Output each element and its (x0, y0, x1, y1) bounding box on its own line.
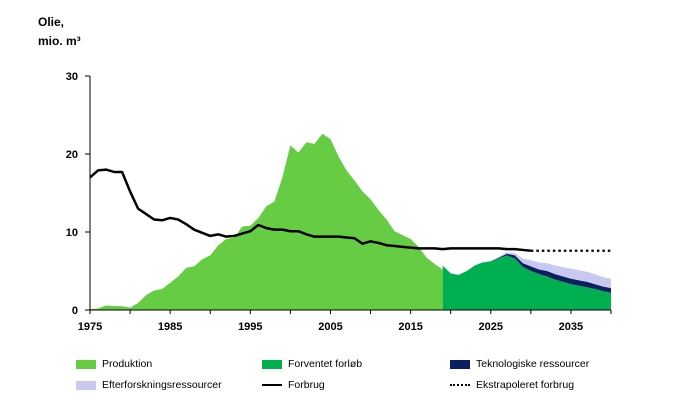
y-axis-title-line2: mio. m³ (38, 34, 81, 48)
y-tick-label: 30 (66, 71, 78, 83)
x-tick-label: 2015 (398, 321, 422, 333)
y-axis-title: Olie, mio. m³ (38, 13, 81, 51)
x-tick-label: 2005 (318, 321, 342, 333)
area-teknologiske-ressourcer (442, 253, 611, 293)
y-tick-label: 0 (72, 305, 78, 317)
area-efterforskningsressourcer (442, 252, 611, 289)
y-axis-title-line1: Olie, (38, 15, 65, 29)
line-forbrug (89, 168, 531, 252)
area-forventet-forloeb (442, 255, 611, 310)
y-tick-label: 10 (66, 227, 78, 239)
area-produktion (90, 133, 443, 310)
x-tick-label: 2035 (559, 321, 583, 333)
x-tick-label: 1995 (238, 321, 262, 333)
y-tick-label: 20 (66, 149, 78, 161)
x-tick-label: 1985 (158, 321, 182, 333)
x-tick-label: 1975 (78, 321, 102, 333)
x-tick-label: 2025 (479, 321, 503, 333)
